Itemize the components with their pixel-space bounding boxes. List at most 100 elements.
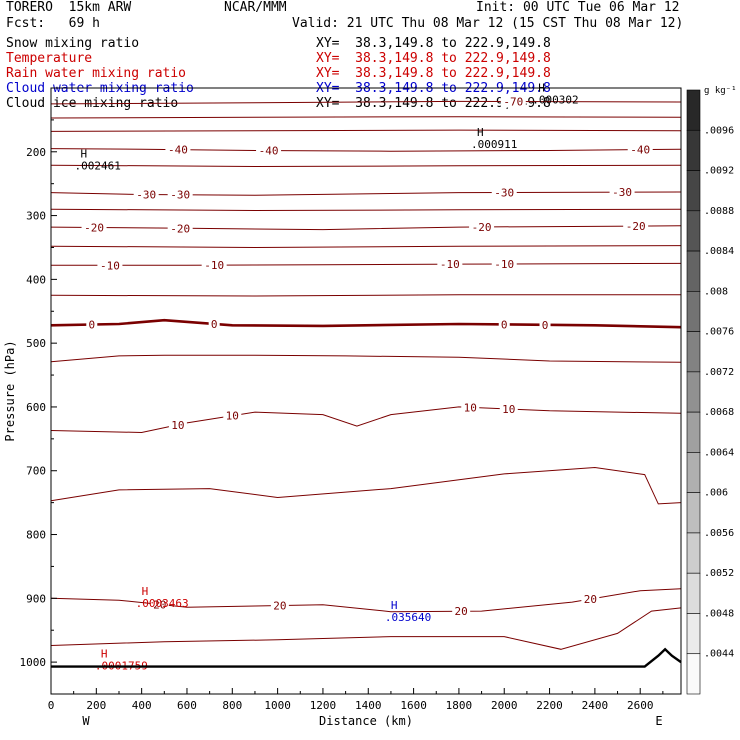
colorbar-segment	[686, 371, 701, 413]
isotherm-label: 10	[171, 419, 184, 432]
isotherm-label-bg	[270, 599, 289, 612]
isotherm--70	[50, 100, 682, 105]
x-tick-label: 0	[48, 699, 55, 712]
maxima-layer: H.002461H.000911H.000302H.035640H.000346…	[74, 82, 578, 673]
isotherm-label-bg	[498, 318, 510, 331]
maximum-marker: H	[80, 147, 87, 160]
isotherm--15	[50, 245, 682, 249]
isotherm-label-bg	[167, 222, 193, 235]
x-tick-label: 800	[222, 699, 242, 712]
organization: NCAR/MMM	[224, 0, 287, 15]
isotherm-25	[50, 607, 682, 650]
y-tick-label: 200	[26, 146, 46, 159]
isotherm-label: 0	[542, 319, 549, 332]
isotherm-label: -30	[170, 189, 190, 202]
isotherm-label-bg	[168, 418, 187, 431]
colorbar-segment	[686, 572, 701, 614]
isotherm-label-bg	[223, 409, 242, 422]
isotherm-label: -20	[472, 221, 492, 234]
isotherm-label: 0	[88, 319, 95, 332]
isotherm-label: -70	[503, 96, 523, 109]
y-tick-label: 300	[26, 210, 46, 223]
isotherm-label: -30	[612, 186, 632, 199]
isotherm--25	[50, 208, 682, 212]
x-tick-label: 1400	[355, 699, 382, 712]
isotherm-label: -30	[494, 186, 514, 199]
colorbar-label: .0056	[704, 528, 734, 539]
isotherm-label-bg	[581, 593, 600, 606]
y-tick-label: 1000	[20, 656, 47, 669]
isotherm-layer: -70 -40 -40 -40 -30 -30 -30 -30 -20 -20 -20 -20 -10 -…	[50, 95, 682, 650]
isotherm-label: 10	[502, 403, 515, 416]
forecast-hour: Fcst: 69 h	[6, 16, 100, 31]
colorbar-label: .006	[704, 488, 728, 499]
maximum-value: .035640	[385, 611, 431, 624]
colorbar-label: .0096	[704, 125, 734, 136]
isotherm--30	[50, 191, 682, 196]
valid-time: Valid: 21 UTC Thu 08 Mar 12 (15 CST Thu …	[292, 16, 684, 31]
y-tick-label: 800	[26, 529, 46, 542]
isotherm-label-bg	[623, 220, 649, 233]
field-xy-rain: XY= 38.3,149.8 to 222.9,149.8	[316, 66, 551, 81]
colorbar-segment	[686, 250, 701, 292]
field-name-snow: Snow mixing ratio	[6, 36, 140, 51]
colorbar-segment	[686, 411, 701, 453]
colorbar-label: .0064	[704, 447, 734, 458]
isotherm-label-bg	[609, 186, 635, 199]
maximum-value: .0003463	[136, 597, 189, 610]
colorbar-segment	[686, 89, 701, 131]
x-axis-title: Distance (km)	[319, 714, 413, 728]
isotherm-label-bg	[133, 188, 159, 201]
colorbar-label: .0052	[704, 568, 734, 579]
isotherm-label: -20	[84, 221, 104, 234]
x-tick-label: 1800	[446, 699, 473, 712]
isotherm-label: -10	[440, 258, 460, 271]
isotherm-label-bg	[201, 259, 227, 272]
isotherm-15	[50, 466, 682, 505]
isotherm-label-bg	[167, 188, 193, 201]
isotherm-label: 10	[226, 410, 239, 423]
isotherm-label-bg	[165, 143, 191, 156]
maximum-value: .000911	[471, 138, 517, 151]
terrain-layer	[51, 647, 682, 668]
colorbar-segment	[686, 129, 701, 171]
isotherm-label-bg	[469, 220, 495, 233]
colorbar-segment	[686, 291, 701, 332]
isotherm--10	[51, 262, 682, 266]
x-tick-label: 600	[177, 699, 197, 712]
isotherm-label: -40	[630, 144, 650, 157]
isotherm-label: 20	[153, 598, 166, 611]
isotherm-label: -20	[170, 222, 190, 235]
colorbar-label: .0076	[704, 327, 734, 338]
colorbar-label: .0068	[704, 407, 734, 418]
y-axis-title: Pressure (hPa)	[3, 340, 17, 441]
colorbar: .0096 .0092 .0088 .0084 .008 .0076 .0072 .0068.…	[686, 86, 737, 695]
colorbar-segment	[686, 613, 701, 655]
isotherm-label: 20	[584, 593, 597, 606]
maximum-marker: H	[477, 126, 484, 139]
isotherm--5	[50, 294, 681, 297]
x-tick-label: 200	[86, 699, 106, 712]
isotherm-label-bg	[491, 257, 517, 270]
colorbar-label: .008	[704, 286, 728, 297]
y-tick-label: 600	[26, 401, 46, 414]
isotherm-label-bg	[500, 95, 526, 108]
x-tick-label: 2400	[582, 699, 609, 712]
isotherm-label: -40	[259, 145, 279, 158]
model-name: TORERO 15km ARW	[6, 0, 132, 15]
isotherm-label-bg	[627, 143, 653, 156]
isotherm-label: 10	[464, 401, 477, 414]
isotherm-label-bg	[150, 598, 169, 611]
colorbar-label: .0048	[704, 608, 734, 619]
isotherm--60	[50, 116, 682, 119]
isotherm-label-bg	[86, 318, 98, 331]
colorbar-label: .0088	[704, 206, 734, 217]
isotherm--50	[50, 129, 682, 132]
isotherm-label-bg	[437, 258, 463, 271]
plot-frame	[50, 87, 682, 695]
isotherm-0	[50, 318, 682, 329]
isotherm-label: 20	[455, 605, 468, 618]
colorbar-label: .0084	[704, 246, 734, 257]
colorbar-label: .0092	[704, 166, 734, 177]
